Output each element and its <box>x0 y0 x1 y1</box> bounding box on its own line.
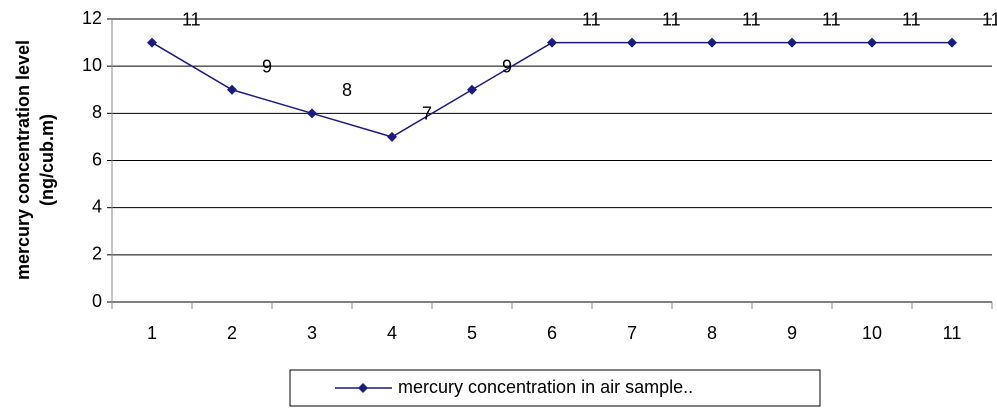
x-tick-label: 4 <box>387 323 397 343</box>
y-tick-label: 12 <box>82 8 102 28</box>
y-tick-label: 6 <box>92 149 102 169</box>
x-tick-label: 11 <box>943 323 962 343</box>
y-tick-label: 2 <box>92 244 102 264</box>
data-point <box>307 108 317 119</box>
data-label: 9 <box>262 57 272 77</box>
data-point <box>707 37 717 48</box>
data-label: 11 <box>822 9 841 29</box>
data-label: 11 <box>662 9 681 29</box>
data-label: 7 <box>422 104 432 124</box>
data-point <box>947 37 957 48</box>
data-point <box>387 131 397 142</box>
data-point <box>547 37 557 48</box>
y-axis-title: (ng/cub.m) <box>37 114 57 206</box>
data-label: 11 <box>582 9 601 29</box>
legend-marker <box>358 383 368 393</box>
x-tick-label: 10 <box>862 323 882 343</box>
x-tick-label: 1 <box>147 323 157 343</box>
x-tick-label: 8 <box>707 323 717 343</box>
data-label: 11 <box>902 9 921 29</box>
y-tick-label: 0 <box>92 291 102 311</box>
data-point <box>867 37 877 48</box>
data-point <box>147 37 157 48</box>
x-tick-label: 7 <box>627 323 637 343</box>
data-label: 9 <box>502 57 512 77</box>
data-label: 8 <box>342 80 352 100</box>
y-axis-title: mercury concentration level <box>13 40 33 280</box>
data-point <box>627 37 637 48</box>
x-tick-label: 5 <box>467 323 477 343</box>
data-label: 11 <box>182 9 201 29</box>
data-point <box>787 37 797 48</box>
x-tick-label: 2 <box>227 323 237 343</box>
y-tick-label: 8 <box>92 102 102 122</box>
data-point <box>227 84 237 95</box>
legend-label: mercury concentration in air sample.. <box>398 377 693 397</box>
data-label: 11 <box>982 9 997 29</box>
x-tick-label: 6 <box>547 323 557 343</box>
data-label: 11 <box>742 9 761 29</box>
y-tick-label: 4 <box>92 196 102 216</box>
data-point <box>467 84 477 95</box>
x-tick-label: 3 <box>307 323 317 343</box>
y-tick-label: 10 <box>82 55 102 75</box>
x-tick-label: 9 <box>787 323 797 343</box>
